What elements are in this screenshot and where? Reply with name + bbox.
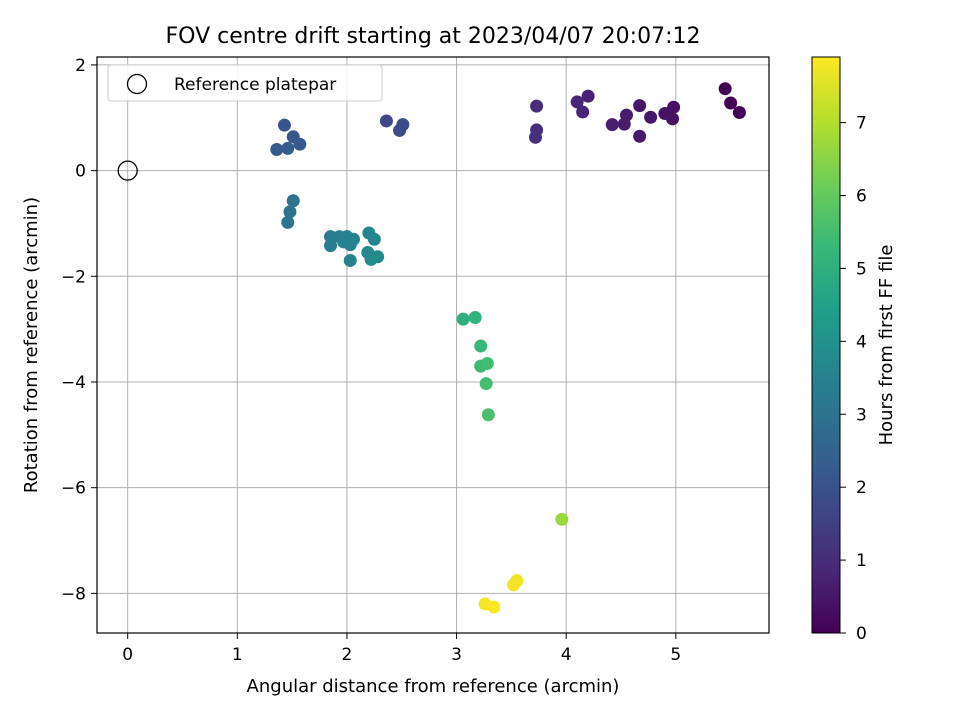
- data-point: [732, 105, 746, 119]
- data-point: [270, 142, 284, 156]
- data-point: [480, 356, 494, 370]
- data-point: [293, 137, 307, 151]
- data-point: [507, 578, 521, 592]
- y-tick-label: 2: [75, 56, 86, 76]
- colorbar-label: Hours from first FF file: [876, 245, 897, 446]
- data-point: [487, 600, 501, 614]
- plot-frame: [96, 56, 770, 634]
- data-point: [456, 312, 470, 326]
- data-point: [481, 408, 495, 422]
- x-axis-ticks: 0 1 2 3 4 5: [122, 633, 681, 665]
- data-point: [474, 339, 488, 353]
- reference-platepar-marker: [117, 160, 138, 181]
- data-point: [617, 117, 631, 131]
- legend: Reference platepar: [107, 64, 383, 102]
- data-point: [581, 89, 595, 103]
- colorbar-tick-label: 1: [856, 551, 867, 571]
- x-axis-label: Angular distance from reference (arcmin): [247, 676, 620, 697]
- data-point: [605, 118, 619, 132]
- colorbar-tick-label: 5: [856, 259, 867, 279]
- y-tick-label: −4: [61, 373, 86, 393]
- data-point: [379, 114, 393, 128]
- data-point: [570, 95, 584, 109]
- data-point: [277, 118, 291, 132]
- colorbar: 0 1 2 3 4 5 6 7 Hours from first FF file: [811, 56, 897, 644]
- data-point: [666, 112, 680, 126]
- data-point: [371, 250, 385, 264]
- data-point: [528, 130, 542, 144]
- chart-title: FOV centre drift starting at 2023/04/07 …: [166, 24, 701, 49]
- data-point: [393, 123, 407, 137]
- colorbar-tick-label: 4: [856, 332, 867, 352]
- colorbar-gradient: [811, 56, 841, 634]
- data-point: [576, 105, 590, 119]
- y-tick-label: −2: [61, 267, 86, 287]
- data-point: [283, 205, 297, 219]
- data-point: [644, 110, 658, 124]
- x-tick-label: 3: [451, 645, 462, 665]
- data-point: [324, 239, 338, 253]
- legend-entry-reference: Reference platepar: [174, 75, 336, 95]
- data-point: [347, 232, 361, 246]
- data-point: [555, 512, 569, 526]
- grid: [97, 57, 769, 633]
- legend-box: [107, 64, 383, 102]
- data-point: [286, 194, 300, 208]
- data-points: [270, 82, 746, 614]
- data-point: [343, 253, 357, 267]
- x-tick-label: 2: [342, 645, 353, 665]
- data-point: [281, 215, 295, 229]
- y-axis-label: Rotation from reference (arcmin): [21, 197, 42, 493]
- colorbar-tick-label: 6: [856, 187, 867, 207]
- x-tick-label: 5: [670, 645, 681, 665]
- colorbar-ticks: 0 1 2 3 4 5 6 7: [840, 114, 867, 644]
- colorbar-tick-label: 0: [856, 624, 867, 644]
- data-point: [724, 96, 738, 110]
- y-tick-label: 0: [75, 162, 86, 182]
- data-point: [633, 129, 647, 143]
- data-point: [718, 82, 732, 96]
- colorbar-tick-label: 2: [856, 478, 867, 498]
- data-point: [530, 99, 544, 113]
- x-tick-label: 0: [122, 645, 133, 665]
- data-point: [281, 141, 295, 155]
- x-tick-label: 4: [561, 645, 572, 665]
- data-point: [367, 232, 381, 246]
- data-point: [633, 99, 647, 113]
- y-tick-label: −8: [61, 584, 86, 604]
- y-axis-ticks: 2 0 −2 −4 −6 −8: [61, 56, 97, 604]
- legend-marker-reference: [126, 73, 148, 95]
- y-tick-label: −6: [61, 479, 86, 499]
- data-point: [468, 311, 482, 325]
- reference-layer: [117, 160, 138, 181]
- x-tick-label: 1: [232, 645, 243, 665]
- data-point: [479, 377, 493, 391]
- colorbar-tick-label: 3: [856, 405, 867, 425]
- colorbar-tick-label: 7: [856, 114, 867, 134]
